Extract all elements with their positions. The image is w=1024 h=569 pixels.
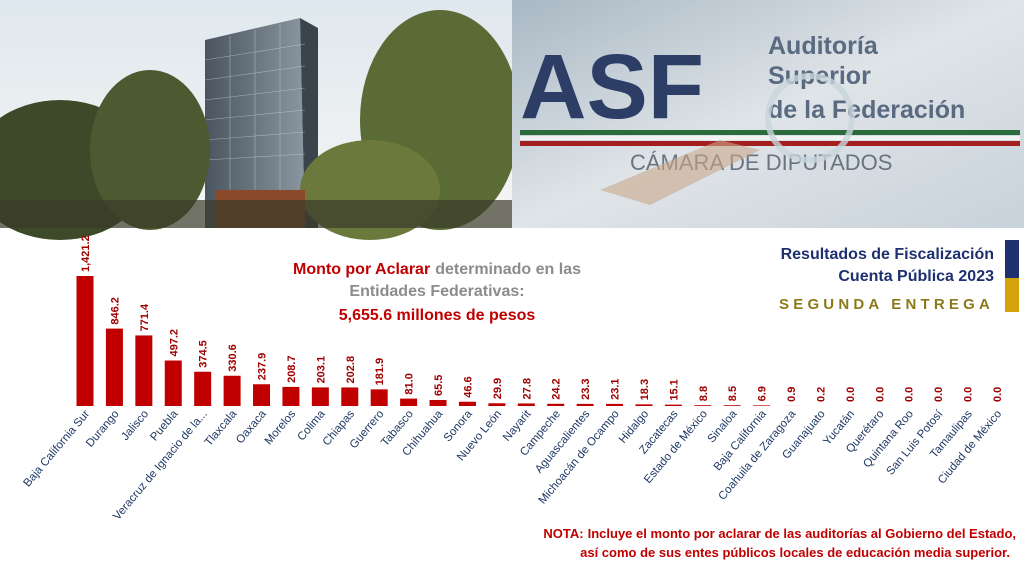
chart-title: Entidades Federativas: <box>349 283 524 300</box>
value-label: 374.5 <box>198 340 210 368</box>
x-tick-label: Jalisco <box>119 408 151 443</box>
value-label: 8.8 <box>698 386 710 401</box>
bar <box>753 405 771 406</box>
value-label: 0.0 <box>874 387 886 402</box>
value-label: 181.9 <box>374 358 386 386</box>
x-tick-label: Baja California <box>712 408 770 473</box>
value-label: 0.2 <box>815 387 827 402</box>
value-label: 846.2 <box>109 297 121 325</box>
bar <box>606 403 624 406</box>
banner-logo: ASF Auditoría Superior de la Federación … <box>512 0 1024 228</box>
note-text: Incluye el monto por aclarar de las audi… <box>588 526 1016 541</box>
value-label: 0.0 <box>963 387 975 402</box>
bar <box>282 386 300 406</box>
bar <box>76 276 94 406</box>
value-label: 330.6 <box>227 344 239 372</box>
note-label: NOTA: <box>543 526 583 541</box>
bar <box>488 403 506 406</box>
value-label: 0.0 <box>904 387 916 402</box>
value-label: 15.1 <box>668 379 680 400</box>
title-highlight: Monto por Aclarar <box>293 261 430 278</box>
value-label: 8.5 <box>727 386 739 401</box>
bar <box>135 335 153 406</box>
value-label: 0.0 <box>992 387 1004 402</box>
value-label: 237.9 <box>257 353 269 381</box>
bar <box>400 398 418 406</box>
org-name: de la Federación <box>768 96 965 124</box>
value-label: 208.7 <box>286 355 298 383</box>
bar <box>105 328 123 406</box>
chart-total: 5,655.6 millones de pesos <box>339 307 536 324</box>
accent-bar <box>1005 240 1019 278</box>
bar <box>664 404 682 406</box>
note: NOTA: Incluye el monto por aclarar de las… <box>543 526 1016 541</box>
value-label: 23.1 <box>610 378 622 399</box>
value-label: 497.2 <box>168 329 180 357</box>
value-label: 6.9 <box>757 386 769 401</box>
x-tick-label: Tlaxcala <box>203 408 240 449</box>
title-rest: determinado en las <box>435 261 581 278</box>
bar <box>517 403 535 406</box>
org-name: Auditoría <box>768 32 879 60</box>
value-label: 1,421.2 <box>80 235 92 272</box>
bar <box>576 403 594 406</box>
bar <box>458 401 476 406</box>
bar <box>723 405 741 406</box>
value-label: 46.6 <box>462 376 474 397</box>
x-tick-label: Morelos <box>263 408 299 447</box>
x-tick-label: Baja California Sur <box>21 408 92 489</box>
side-title: Resultados de Fiscalización <box>781 246 994 263</box>
value-label: 202.8 <box>345 356 357 384</box>
bar <box>547 403 565 406</box>
value-label: 23.3 <box>580 378 592 399</box>
bar <box>635 404 653 406</box>
value-label: 65.5 <box>433 375 445 396</box>
side-title: Cuenta Pública 2023 <box>838 268 994 285</box>
bar <box>194 371 212 406</box>
value-label: 0.0 <box>933 387 945 402</box>
chart-title: Monto por Aclarar determinado en las <box>293 261 581 278</box>
bar <box>694 405 712 406</box>
value-label: 81.0 <box>404 373 416 394</box>
bar <box>311 387 329 406</box>
bar <box>429 400 447 406</box>
bar <box>164 360 182 406</box>
bar <box>370 389 388 406</box>
side-subtitle: SEGUNDA ENTREGA <box>779 296 994 313</box>
logo-text: ASF <box>520 36 704 138</box>
note-text: así como de sus entes públicos locales d… <box>580 545 1010 560</box>
value-label: 0.9 <box>786 387 798 402</box>
value-label: 27.8 <box>521 378 533 399</box>
value-label: 24.2 <box>551 378 563 399</box>
bar <box>253 384 271 406</box>
value-label: 29.9 <box>492 378 504 399</box>
value-label: 18.3 <box>639 379 651 400</box>
value-label: 0.0 <box>845 387 857 402</box>
bar <box>341 387 359 406</box>
bar <box>223 375 241 406</box>
value-label: 771.4 <box>139 303 151 331</box>
accent-bar <box>1005 278 1019 312</box>
value-label: 203.1 <box>315 356 327 384</box>
banner-photo <box>0 0 520 240</box>
